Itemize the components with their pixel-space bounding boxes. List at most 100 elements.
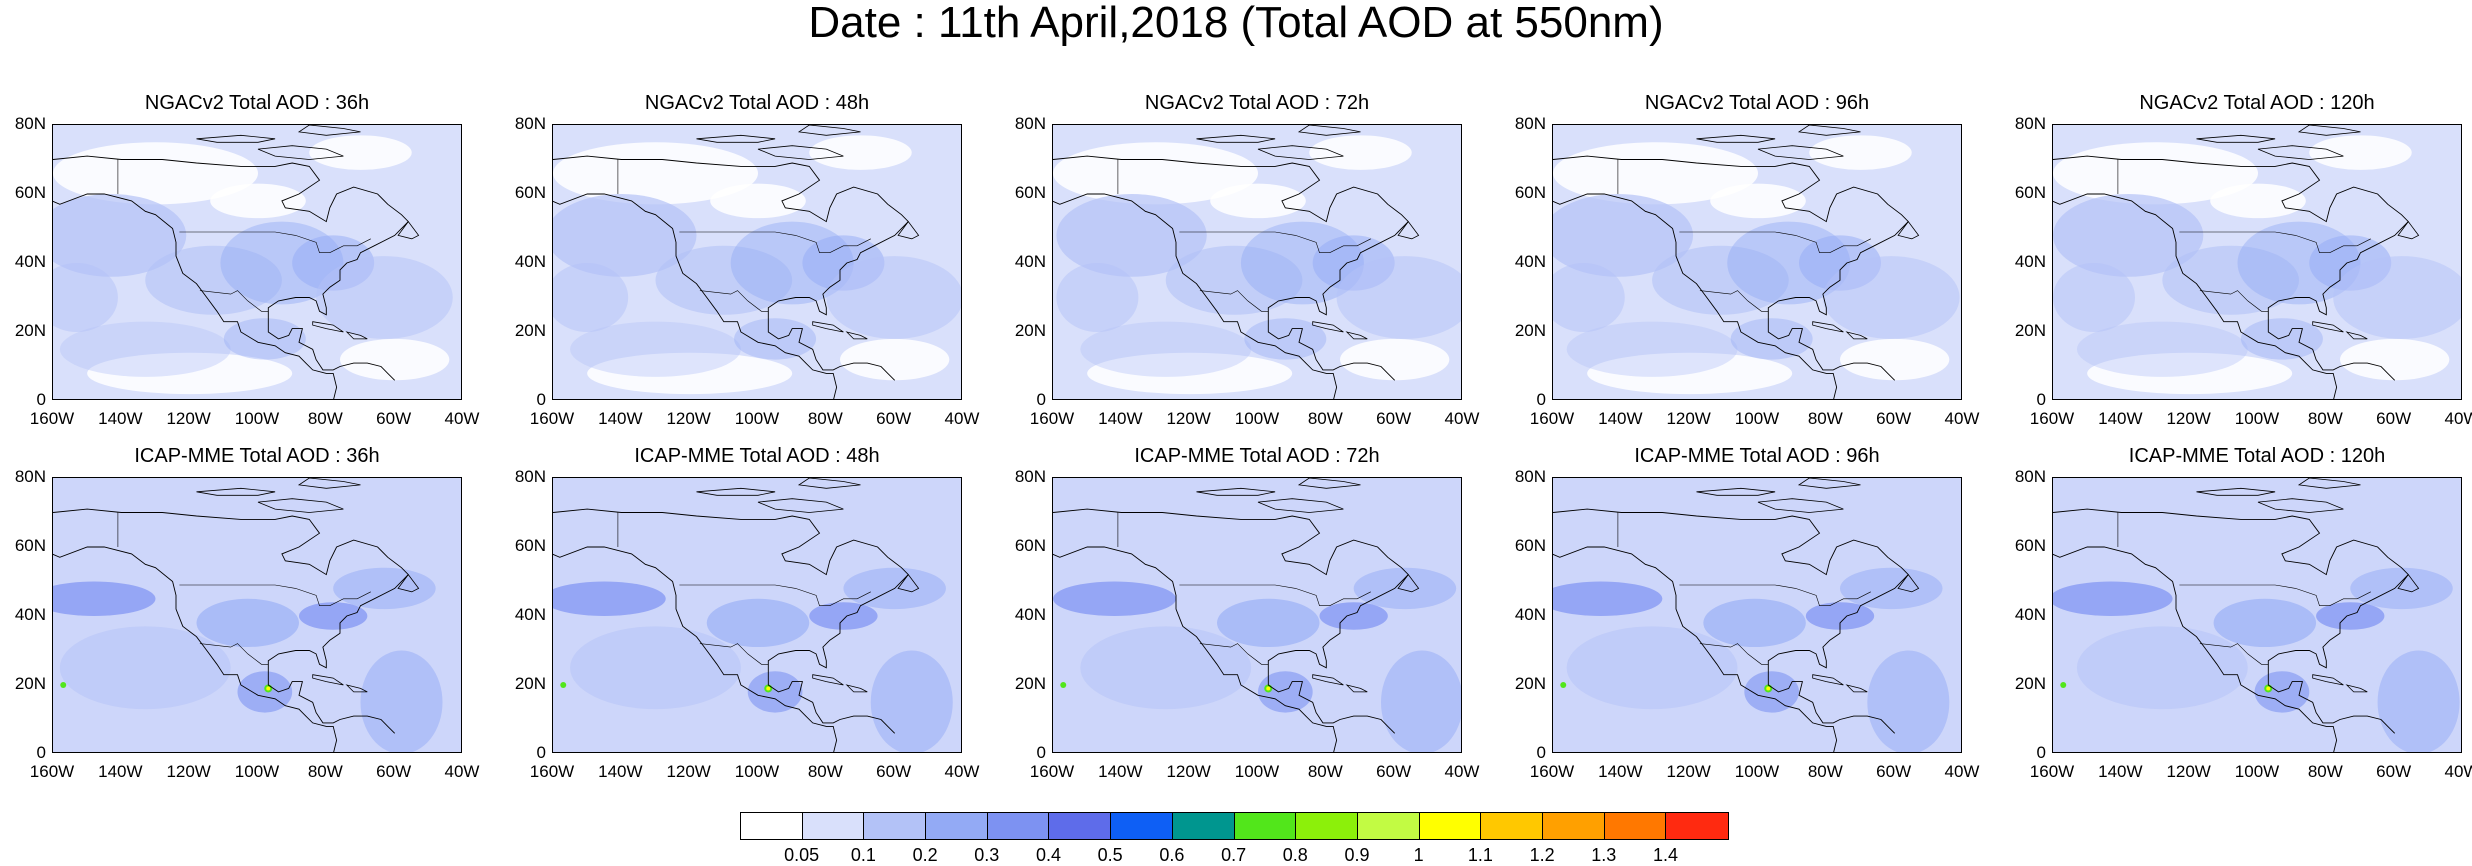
aod-patch: [360, 650, 443, 752]
aod-patch: [53, 263, 118, 332]
x-tick-label: 60W: [2376, 409, 2412, 428]
island-outline: [257, 145, 344, 160]
country-border: [699, 290, 769, 312]
aod-hotspot: [2266, 686, 2271, 691]
aod-patch: [1730, 318, 1813, 360]
island-outline: [397, 220, 420, 240]
aod-patch: [734, 318, 817, 360]
y-tick-label: 60N: [1014, 183, 1046, 202]
aod-clean-area: [1210, 183, 1306, 219]
island-outline: [2397, 573, 2420, 593]
x-tick-label: 80W: [2307, 762, 2343, 781]
coastline: [1053, 155, 1409, 381]
aod-patch: [1080, 321, 1252, 377]
aod-patch: [809, 602, 878, 630]
x-tick-label: 40W: [1944, 409, 1980, 428]
country-border: [1699, 643, 1769, 665]
x-tick-label: 160W: [2029, 762, 2075, 781]
aod-clean-area: [2087, 352, 2293, 395]
island-outline: [897, 573, 920, 593]
aod-map: [2053, 125, 2461, 399]
aod-clean-area: [1340, 338, 1450, 381]
x-tick-label: 80W: [807, 409, 843, 428]
island-outline: [2196, 134, 2276, 143]
x-tick-label: 160W: [1029, 762, 1075, 781]
y-tick-label: 60N: [1014, 536, 1046, 555]
island-outline: [1696, 487, 1776, 496]
island-outline: [1397, 220, 1420, 240]
x-tick-label: 60W: [1876, 762, 1912, 781]
island-outline: [1797, 478, 1861, 489]
aod-hotspot: [1266, 686, 1271, 691]
aod-patch: [2333, 256, 2461, 339]
y-tick-label: 0: [1536, 390, 1546, 409]
aod-patch: [196, 598, 299, 648]
x-tick-label: 60W: [376, 409, 412, 428]
x-tick-label: 60W: [1376, 409, 1412, 428]
x-tick-label: 140W: [98, 762, 143, 781]
island-outline: [812, 674, 844, 686]
aod-clean-area: [1309, 135, 1412, 170]
x-tick-label: 40W: [1944, 762, 1980, 781]
island-outline: [1845, 684, 1868, 693]
panel-title: NGACv2 Total AOD : 36h: [144, 92, 370, 114]
coastline: [2053, 155, 2409, 381]
x-tick-label: 100W: [2234, 409, 2280, 428]
country-border: [2179, 231, 2371, 253]
colorbar-label: 1.4: [1652, 845, 1679, 865]
x-tick-label: 140W: [1598, 409, 1643, 428]
coastline: [1053, 546, 1338, 752]
y-tick-label: 40N: [1014, 252, 1046, 271]
aod-patch: [1703, 598, 1806, 648]
x-tick-label: 40W: [1444, 409, 1480, 428]
aod-patch: [1080, 626, 1252, 710]
x-tick-label: 120W: [166, 409, 211, 428]
x-tick-label: 80W: [807, 762, 843, 781]
x-tick-label: 160W: [1529, 409, 1575, 428]
x-tick-label: 120W: [1666, 409, 1711, 428]
x-tick-label: 40W: [444, 409, 480, 428]
aod-patch: [1053, 581, 1176, 616]
y-tick-label: 60N: [14, 536, 46, 555]
island-outline: [196, 134, 276, 143]
coastline: [2053, 508, 2409, 734]
country-border: [1679, 231, 1871, 253]
country-border: [2199, 643, 2269, 665]
map-panel: [52, 477, 462, 753]
aod-patch: [2076, 626, 2248, 710]
island-outline: [297, 478, 361, 489]
x-tick-label: 120W: [2166, 762, 2211, 781]
aod-clean-area: [1809, 135, 1912, 170]
aod-patch: [2053, 581, 2173, 616]
x-tick-label: 140W: [1098, 762, 1143, 781]
map-panel: [2052, 477, 2462, 753]
island-outline: [1257, 498, 1344, 513]
x-tick-label: 100W: [2234, 762, 2280, 781]
aod-clean-area: [1840, 338, 1950, 381]
country-border: [699, 643, 769, 665]
map-panel: [1552, 477, 1962, 753]
y-tick-label: 0: [36, 743, 46, 762]
colorbar: [740, 812, 1729, 840]
aod-patch: [553, 581, 666, 616]
y-tick-label: 80N: [2014, 467, 2046, 486]
x-tick-label: 60W: [376, 762, 412, 781]
map-panel: [52, 124, 462, 400]
aod-patch: [299, 602, 368, 630]
map-panel: [1052, 124, 1462, 400]
aod-clean-area: [1710, 183, 1806, 219]
colorbar-swatch: [1481, 813, 1543, 839]
island-outline: [1757, 145, 1844, 160]
island-outline: [1397, 573, 1420, 593]
aod-patch: [1165, 245, 1303, 315]
y-tick-label: 40N: [1014, 605, 1046, 624]
aod-map: [1553, 478, 1950, 752]
x-tick-label: 140W: [2098, 762, 2143, 781]
coastline: [553, 546, 838, 752]
aod-patch: [223, 318, 306, 360]
country-border: [199, 290, 269, 312]
island-outline: [1196, 134, 1276, 143]
y-tick-label: 0: [1536, 743, 1546, 762]
island-outline: [1345, 684, 1368, 693]
aod-hotspot: [2060, 682, 2067, 688]
